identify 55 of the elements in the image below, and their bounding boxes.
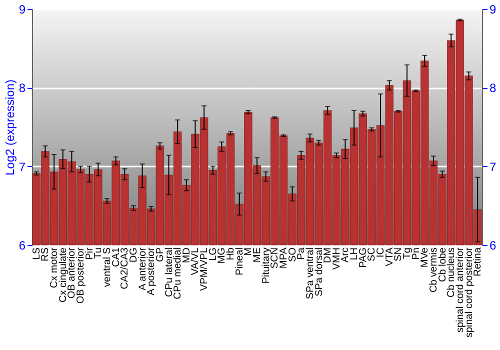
- x-tick-label: spinal cord posterior: [464, 246, 475, 338]
- x-tick-label: Pa: [296, 247, 308, 260]
- x-tick-label: CA2/CA3: [120, 247, 131, 290]
- x-tick-label: DM: [322, 248, 334, 264]
- x-tick-label: Cx cingulate: [58, 247, 69, 303]
- y-tick-label: 7: [18, 160, 26, 174]
- x-tick-label: LH: [349, 248, 360, 260]
- x-tick-label: Hb: [226, 247, 237, 260]
- x-tick-label: Pineal: [234, 248, 246, 276]
- y-tick-label: 6: [18, 238, 26, 252]
- y2-tick-label: 9: [490, 2, 496, 16]
- x-tick-label: Cb nucleus: [446, 248, 458, 298]
- x-tick-label: Tg: [402, 248, 413, 260]
- x-tick-label: VMH: [331, 248, 342, 270]
- x-tick-label: Arc: [340, 248, 352, 262]
- x-tick-label: MVe: [420, 247, 431, 268]
- x-tick-label: DG: [128, 247, 140, 262]
- y2-tick-label: 7: [490, 160, 496, 174]
- x-tick-label: CA1: [110, 247, 122, 267]
- x-tick-label: A anterior: [137, 246, 148, 290]
- x-tick-label: SC: [366, 248, 378, 262]
- x-tick-label: PAG: [358, 247, 369, 268]
- x-tick-label: Pir: [84, 246, 96, 260]
- x-tick-label: SN: [393, 248, 404, 262]
- y-axis-title: Log2 (expression): [2, 79, 17, 176]
- x-tick-label: Cb vermis: [428, 248, 440, 293]
- x-tick-label: RS: [40, 247, 52, 262]
- y2-tick-label: 6: [490, 238, 496, 252]
- x-tick-label: OB anterior: [66, 246, 78, 299]
- x-tick-label: Cb lobe: [437, 247, 448, 282]
- x-tick-label: SPa ventral: [304, 248, 316, 300]
- x-tick-label: SCN: [270, 248, 281, 269]
- x-tick-label: ME: [252, 247, 263, 262]
- x-tick-label: M: [243, 248, 254, 256]
- x-tick-label: spinal cord anterior: [454, 246, 466, 333]
- x-tick-label: VPM/VPL: [199, 247, 210, 291]
- x-tick-label: MPA: [278, 247, 290, 268]
- y-tick-label: 8: [18, 81, 26, 96]
- x-tick-label: OB posterior: [76, 246, 87, 304]
- x-tick-label: ventral S: [102, 247, 113, 287]
- x-tick-label: Pituitary: [260, 248, 272, 284]
- x-tick-label: VTA: [384, 247, 396, 266]
- y-tick-label: 9: [18, 2, 26, 16]
- x-tick-label: LG: [208, 247, 219, 261]
- x-tick-label: Tu: [93, 248, 104, 259]
- x-tick-label: GP: [154, 247, 166, 262]
- x-tick-label: IC: [376, 248, 387, 258]
- x-tick-label: SPa dorsal: [314, 248, 325, 296]
- x-tick-label: Pn: [410, 248, 422, 260]
- x-tick-label: Retina: [472, 247, 484, 276]
- x-tick-label: SO: [287, 247, 298, 262]
- x-tick-label: LS: [31, 247, 42, 260]
- x-tick-label: CPu medial: [172, 248, 184, 300]
- y2-tick-label: 8: [490, 81, 496, 96]
- x-tick-label: A posterior: [146, 246, 158, 296]
